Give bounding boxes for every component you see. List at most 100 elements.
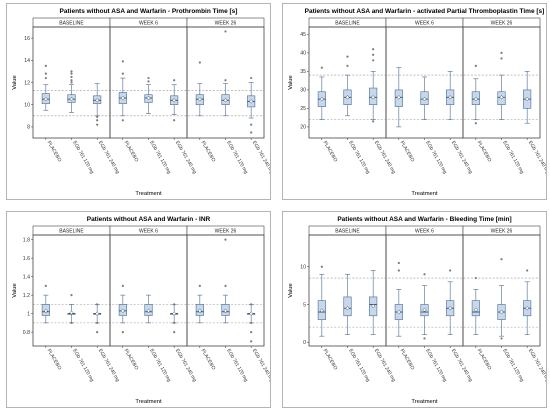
outlier-point-0 — [198, 61, 201, 64]
box-8 — [523, 71, 532, 124]
box-4 — [420, 273, 429, 340]
outlier-point-0 — [423, 337, 426, 340]
outlier-point-0 — [320, 66, 323, 69]
mean-marker — [249, 311, 254, 316]
outlier-point-1 — [121, 284, 124, 287]
mean-marker — [43, 97, 48, 102]
y-tick-label-3: 1.4 — [23, 274, 30, 280]
mean-marker — [69, 310, 74, 315]
mean-marker — [223, 308, 228, 313]
mean-marker — [525, 306, 530, 311]
mean-marker — [371, 303, 376, 309]
outlier-point-2 — [44, 64, 47, 67]
chart-svg-aptt: Patients without ASA and Warfarin - acti… — [288, 8, 546, 197]
mean-marker — [499, 309, 504, 315]
panel-label-2: WEEK 26 — [491, 20, 513, 26]
outlier-point-1 — [173, 321, 176, 324]
category-label-0-1: EGb 761 120 mg — [347, 348, 371, 383]
panel-frame-1 — [109, 26, 188, 139]
outlier-point-1 — [96, 321, 99, 324]
category-label-0-0: PLACEBO — [322, 348, 339, 371]
mean-marker — [249, 99, 254, 104]
outlier-point-1 — [70, 79, 73, 82]
mean-marker — [422, 97, 427, 102]
outlier-point-1 — [224, 238, 227, 241]
mean-marker — [345, 95, 350, 100]
y-tick-label-1: 5 — [303, 302, 306, 308]
y-tick-label-0: 0.8 — [23, 330, 30, 336]
outlier-point-2 — [250, 321, 253, 324]
box-7 — [221, 30, 230, 117]
category-label-1-1: EGb 761 120 mg — [148, 348, 172, 383]
mean-marker — [448, 95, 453, 100]
mean-marker — [146, 308, 151, 313]
box-1 — [343, 273, 352, 335]
outlier-point-2 — [250, 76, 253, 80]
chart-inr: Patients without ASA and Warfarin - INR B… — [6, 211, 271, 408]
box-3 — [118, 284, 127, 334]
chart-title: Patients without ASA and Warfarin - acti… — [305, 8, 545, 15]
box-7 — [497, 258, 506, 340]
outlier-point-0 — [70, 321, 73, 324]
chart-prothrombin-time: Patients without ASA and Warfarin - Prot… — [6, 3, 271, 200]
y-tick-label-2: 10 — [300, 265, 306, 271]
mean-marker — [95, 311, 100, 316]
category-label-0-2: EGb 761 240 mg — [373, 140, 397, 175]
y-tick-label-1: 10 — [24, 103, 30, 109]
box-8 — [247, 303, 256, 343]
y-tick-label-0: 8 — [27, 125, 30, 131]
outlier-point-1 — [44, 72, 47, 75]
outlier-point-0 — [449, 269, 452, 272]
outlier-point-0 — [474, 276, 477, 280]
mean-marker — [448, 306, 453, 311]
outlier-point-1 — [147, 76, 150, 80]
box-8 — [523, 269, 532, 335]
category-label-1-0: PLACEBO — [123, 140, 140, 163]
category-label-2-0: PLACEBO — [476, 348, 493, 371]
category-label-2-2: EGb 761 240 mg — [251, 348, 270, 383]
outlier-point-0 — [70, 81, 73, 84]
panel-label-0: BASELINE — [335, 20, 360, 26]
outlier-point-2 — [96, 303, 99, 306]
category-label-2-1: EGb 761 120 mg — [225, 348, 249, 383]
category-label-0-1: EGb 761 120 mg — [71, 348, 95, 383]
outlier-point-3 — [70, 72, 73, 75]
outlier-point-0 — [44, 284, 47, 287]
mean-marker — [473, 97, 478, 102]
mean-marker — [172, 311, 177, 316]
mean-marker — [345, 306, 350, 311]
outlier-point-0 — [147, 80, 150, 83]
outlier-point-2 — [173, 303, 176, 306]
category-label-2-1: EGb 761 120 mg — [501, 348, 525, 383]
chart-svg-bleeding-time: Patients without ASA and Warfarin - Blee… — [288, 216, 546, 405]
chart-svg-prothrombin-time: Patients without ASA and Warfarin - Prot… — [12, 8, 270, 197]
box-3 — [394, 67, 403, 128]
box-1 — [67, 70, 76, 113]
box-1 — [67, 294, 76, 324]
y-tick-label-3: 35 — [300, 69, 306, 75]
mean-marker — [120, 308, 125, 313]
outlier-point-1 — [224, 30, 227, 33]
mean-marker — [525, 97, 530, 102]
category-label-1-1: EGb 761 120 mg — [148, 140, 172, 175]
y-axis-label: Value — [12, 283, 18, 297]
y-tick-label-5: 1.8 — [23, 237, 30, 243]
category-label-0-0: PLACEBO — [46, 140, 63, 163]
outlier-point-1 — [346, 55, 349, 58]
panel-label-0: BASELINE — [59, 20, 84, 26]
mean-marker — [197, 97, 202, 102]
outlier-point-0 — [250, 340, 253, 343]
box-4 — [144, 294, 153, 324]
y-tick-label-3: 14 — [24, 58, 30, 64]
box-3 — [118, 60, 127, 122]
box-2 — [369, 48, 378, 123]
mean-marker — [146, 95, 151, 101]
category-label-2-1: EGb 761 120 mg — [225, 140, 249, 175]
outlier-point-1 — [500, 258, 503, 261]
category-label-2-1: EGb 761 120 mg — [501, 140, 525, 175]
box-6 — [471, 276, 480, 335]
outlier-point-2 — [121, 60, 124, 63]
y-tick-label-0: 0 — [303, 340, 306, 346]
category-label-0-1: EGb 761 120 mg — [347, 140, 371, 175]
y-axis-label: Value — [288, 283, 294, 297]
